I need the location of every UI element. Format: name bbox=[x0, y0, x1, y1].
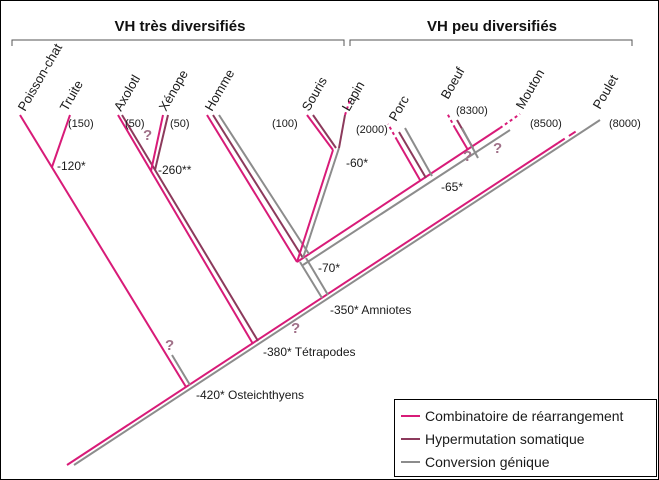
branch-homme bbox=[206, 114, 310, 263]
count-boeuf: (8300) bbox=[456, 105, 488, 117]
question-mark-boeuf: ? bbox=[463, 148, 472, 165]
taxon-poulet: Poulet bbox=[590, 72, 622, 112]
count-truite: (150) bbox=[68, 118, 94, 130]
branch-porc bbox=[387, 123, 433, 181]
legend-box bbox=[394, 399, 657, 477]
group-label-right: VH peu diversifiés bbox=[427, 18, 557, 35]
legend-label-conversion: Conversion génique bbox=[425, 454, 550, 470]
taxon-boeuf: Boeuf bbox=[438, 64, 468, 101]
count-lapin: (2000) bbox=[356, 124, 388, 136]
count-xenope: (50) bbox=[170, 118, 190, 130]
trunk bbox=[66, 119, 601, 466]
question-mark-axolotl: ? bbox=[143, 127, 152, 144]
legend-label-hypermutation: Hypermutation somatique bbox=[425, 431, 585, 447]
taxon-lapin: Lapin bbox=[339, 78, 368, 113]
branch-fish bbox=[19, 114, 191, 388]
taxon-souris: Souris bbox=[299, 74, 331, 114]
node-label-350: -350* Amniotes bbox=[330, 303, 411, 317]
taxon-porc: Porc bbox=[386, 92, 413, 123]
taxon-xenope: Xénope bbox=[156, 67, 191, 113]
node-label-120: -120* bbox=[57, 159, 86, 173]
branch-ruminants bbox=[446, 112, 479, 159]
node-label-65: -65* bbox=[441, 180, 463, 194]
group-bracket-left bbox=[11, 39, 345, 46]
legend-label-rearrangement: Combinatoire de réarrangement bbox=[425, 408, 624, 424]
branch-amniotes bbox=[299, 257, 329, 299]
taxon-mouton: Mouton bbox=[513, 66, 548, 111]
taxon-homme: Homme bbox=[202, 67, 238, 114]
count-poulet: (8000) bbox=[609, 118, 641, 130]
count-souris: (100) bbox=[272, 118, 298, 130]
node-label-260: -260** bbox=[158, 163, 192, 177]
node-label-60: -60* bbox=[346, 156, 368, 170]
legend: Combinatoire de réarrangement Hypermutat… bbox=[394, 399, 657, 477]
taxon-truite: Truite bbox=[57, 78, 86, 114]
taxon-axolotl: Axolotl bbox=[111, 72, 144, 113]
group-bracket-right bbox=[349, 39, 633, 46]
count-axolotl: (50) bbox=[125, 118, 145, 130]
branch-amphibians bbox=[117, 114, 259, 345]
node-label-70: -70* bbox=[318, 261, 340, 275]
question-mark-mouton: ? bbox=[493, 140, 502, 157]
count-mouton: (8500) bbox=[530, 118, 562, 130]
branch-rodents bbox=[296, 99, 351, 263]
group-label-left: VH très diversifiés bbox=[115, 18, 246, 35]
question-mark-amniotes: ? bbox=[291, 320, 300, 337]
question-mark-fish: ? bbox=[165, 337, 174, 354]
node-label-420: -420* Osteichthyens bbox=[196, 388, 304, 402]
node-label-380: -380* Tétrapodes bbox=[263, 345, 356, 359]
